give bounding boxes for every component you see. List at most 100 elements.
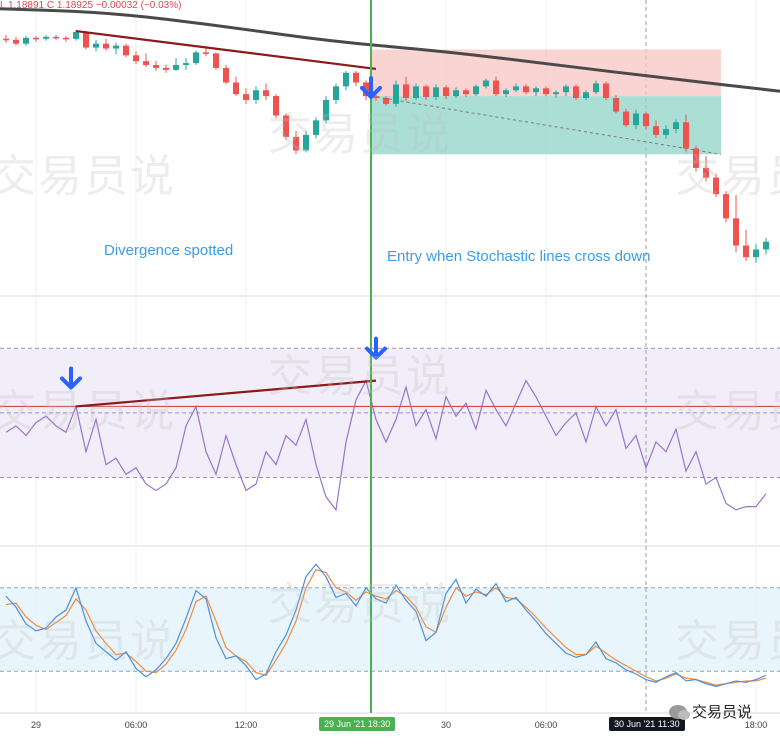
stochastic-k-line xyxy=(5,563,767,688)
time-axis: 29 06:00 12:00 30 06:00 18:00 xyxy=(31,720,767,730)
candle-body xyxy=(603,83,609,99)
entry-arrow-icon xyxy=(360,75,382,99)
candle-body xyxy=(3,38,9,41)
candle-body xyxy=(243,94,249,100)
rsi-divergence-line xyxy=(75,379,377,408)
candle-body xyxy=(383,98,389,104)
candle-body xyxy=(573,86,579,99)
wechat-icon xyxy=(668,704,690,720)
time-tick-label: 06:00 xyxy=(535,720,558,730)
candle-body xyxy=(743,245,749,258)
candle-body xyxy=(523,86,529,93)
candle-body xyxy=(493,80,499,95)
candle-body xyxy=(543,88,549,95)
candle-body xyxy=(183,63,189,66)
price-divergence-line xyxy=(75,29,377,70)
candle-body xyxy=(353,72,359,83)
time-tick-label: 29 xyxy=(31,720,41,730)
candle-body xyxy=(53,36,59,39)
candle-body xyxy=(233,82,239,95)
candle-body xyxy=(533,88,539,93)
candle-body xyxy=(143,61,149,66)
candle-body xyxy=(753,249,759,258)
candle-body xyxy=(403,84,409,99)
candle-body xyxy=(173,65,179,70)
candle-body xyxy=(663,129,669,135)
candle-body xyxy=(33,37,39,40)
annotation-divergence: Divergence spotted xyxy=(104,242,234,259)
candle-body xyxy=(443,87,449,97)
watermark: 交易员说 xyxy=(268,579,452,630)
entry-time-badge: 29 Jun '21 18:30 xyxy=(319,717,396,731)
drawing-lines xyxy=(75,0,377,713)
arrows-layer xyxy=(60,75,387,390)
arrow-head xyxy=(360,85,382,99)
candle-body xyxy=(433,87,439,98)
candle-body xyxy=(83,32,89,48)
time-tick-label: 06:00 xyxy=(125,720,148,730)
candle-body xyxy=(483,80,489,87)
candle-body xyxy=(193,52,199,64)
candle-body xyxy=(263,90,269,97)
candle-body xyxy=(343,72,349,87)
rsi-layer xyxy=(0,378,780,512)
candle-body xyxy=(503,90,509,95)
candle-body xyxy=(283,115,289,137)
position-zones xyxy=(370,49,722,155)
time-tick-label: 30 xyxy=(441,720,451,730)
watermark: 交易员说 xyxy=(675,616,780,667)
candles-layer xyxy=(3,30,769,264)
rsi-low-arrow-icon xyxy=(60,366,82,390)
candle-body xyxy=(513,86,519,91)
moving-average-layer xyxy=(0,7,780,93)
watermark: 交易员说 xyxy=(0,151,176,202)
candle-body xyxy=(703,167,709,178)
candle-body xyxy=(43,36,49,39)
ohlc-readout: L 1.18891 C 1.18925 −0.00032 (−0.03%) xyxy=(0,0,182,11)
stochastic-d-line xyxy=(5,569,767,686)
candle-body xyxy=(113,45,119,49)
candle-body xyxy=(313,120,319,135)
candle-body xyxy=(203,52,209,54)
candle-body xyxy=(643,113,649,127)
brand-text: 交易员说 xyxy=(691,703,752,721)
candle-body xyxy=(673,122,679,130)
candle-body xyxy=(253,90,259,100)
arrow-head xyxy=(365,346,387,360)
candle-body xyxy=(333,86,339,100)
candle-body xyxy=(723,194,729,219)
candle-body xyxy=(423,86,429,98)
candle-body xyxy=(733,218,739,246)
candle-body xyxy=(13,39,19,44)
candle-body xyxy=(373,96,379,99)
projection-line xyxy=(370,95,722,155)
moving-average-line xyxy=(0,7,780,93)
pane-backgrounds xyxy=(0,348,780,672)
watermark: 交易员说 xyxy=(268,351,452,402)
candle-body xyxy=(413,86,419,99)
candle-body xyxy=(223,67,229,83)
candle-body xyxy=(123,45,129,56)
watermark: 交易员说 xyxy=(675,386,780,437)
candle-body xyxy=(273,96,279,116)
candle-body xyxy=(453,90,459,97)
candle-body xyxy=(473,86,479,95)
candle-body xyxy=(713,177,719,195)
candle-body xyxy=(23,37,29,44)
candle-body xyxy=(613,98,619,112)
watermark: 交易员说 xyxy=(0,386,176,437)
candle-body xyxy=(133,55,139,62)
watermark: 交易员说 xyxy=(268,109,452,160)
candle-body xyxy=(553,92,559,95)
candle-body xyxy=(303,134,309,151)
candle-body xyxy=(163,67,169,70)
annotation-entry: Entry when Stochastic lines cross down xyxy=(387,248,651,265)
candle-body xyxy=(323,99,329,121)
candle-body xyxy=(293,136,299,151)
candle-body xyxy=(563,86,569,93)
candle-body xyxy=(393,84,399,104)
candle-body xyxy=(593,83,599,93)
time-tick-label: 12:00 xyxy=(235,720,258,730)
